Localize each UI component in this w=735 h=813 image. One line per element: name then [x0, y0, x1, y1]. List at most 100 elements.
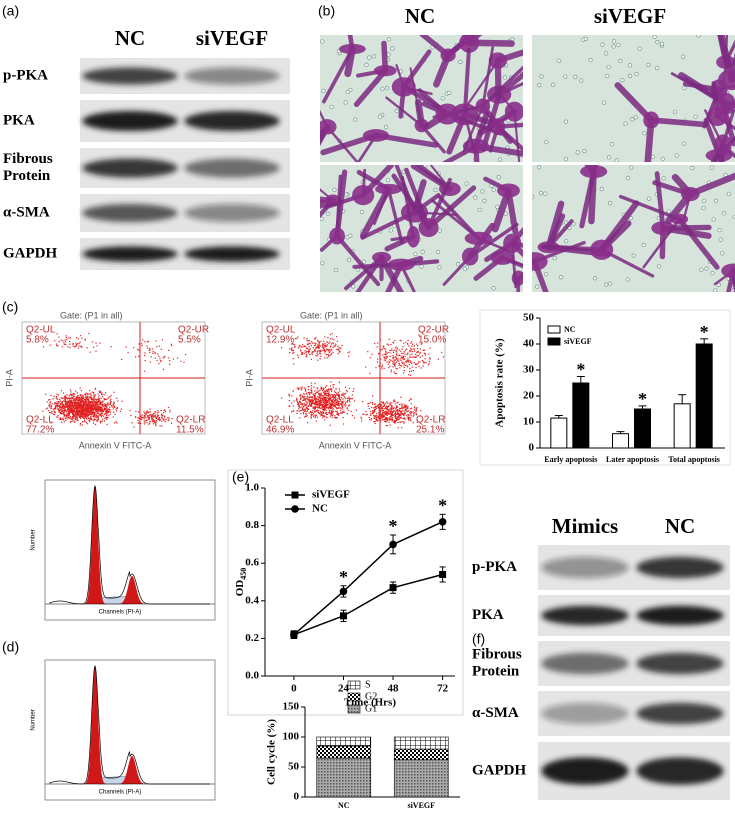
flow-event: [71, 417, 72, 418]
series-line: [294, 522, 443, 635]
flow-event: [151, 415, 152, 416]
flow-event: [73, 393, 74, 394]
flow-event: [92, 341, 93, 342]
flow-event: [382, 414, 383, 415]
flow-event: [89, 418, 90, 419]
pore: [447, 91, 451, 95]
pore: [714, 289, 718, 293]
flow-event: [345, 403, 346, 404]
pore: [551, 83, 555, 87]
cell-body: [491, 118, 506, 135]
flow-event: [394, 350, 395, 351]
flow-event: [169, 410, 170, 411]
flow-event: [81, 396, 82, 397]
flow-event: [320, 388, 321, 389]
flow-event: [304, 345, 305, 346]
flow-event: [387, 419, 388, 420]
flow-event: [319, 403, 320, 404]
flow-event: [319, 395, 320, 396]
flow-event: [385, 411, 386, 412]
flow-event: [365, 366, 366, 367]
flow-event: [404, 422, 405, 423]
flow-event: [393, 357, 394, 358]
flow-event: [402, 363, 403, 364]
flow-event: [299, 411, 300, 412]
flow-event: [323, 416, 324, 417]
flow-event: [56, 394, 57, 395]
flow-event: [147, 415, 148, 416]
flow-event: [70, 421, 71, 422]
flow-event: [334, 391, 335, 392]
flow-event: [317, 404, 318, 405]
flow-event: [321, 393, 322, 394]
pore: [653, 35, 657, 39]
flow-event: [102, 415, 103, 416]
flow-event: [77, 395, 78, 396]
flow-event: [50, 345, 51, 346]
flow-event: [319, 406, 320, 407]
flow-event: [81, 337, 82, 338]
flow-event: [323, 389, 324, 390]
flow-event: [307, 399, 308, 400]
flow-event: [330, 389, 331, 390]
flow-event: [83, 405, 84, 406]
flow-event: [326, 410, 327, 411]
flow-event: [97, 394, 98, 395]
flow-event: [404, 353, 405, 354]
pore: [414, 252, 418, 256]
flow-event: [411, 341, 412, 342]
point-marker: [340, 588, 348, 596]
flow-event: [308, 350, 309, 351]
flow-event: [67, 418, 68, 419]
flow-event: [393, 352, 394, 353]
flow-event: [79, 342, 80, 343]
flow-event: [93, 408, 94, 409]
flow-event: [387, 407, 388, 408]
flow-event: [289, 348, 290, 349]
y-tick-label: 30: [523, 364, 535, 376]
flow-event: [328, 356, 329, 357]
pore: [642, 243, 646, 247]
flow-event: [63, 405, 64, 406]
flow-event: [113, 407, 114, 408]
flow-event: [90, 406, 91, 407]
flow-event: [407, 344, 408, 345]
flow-event: [383, 403, 384, 404]
pore: [691, 166, 695, 170]
flow-event: [309, 349, 310, 350]
flow-event: [80, 400, 81, 401]
flow-event: [63, 392, 64, 393]
blot-row-label: PKA: [472, 607, 504, 623]
flow-event: [408, 419, 409, 420]
flow-event: [155, 424, 156, 425]
flow-event: [395, 373, 396, 374]
flow-event: [104, 409, 105, 410]
flow-event: [334, 415, 335, 416]
flow-event: [402, 418, 403, 419]
flow-event: [301, 353, 302, 354]
y-tick-label: 50: [288, 761, 300, 773]
flow-event: [333, 347, 334, 348]
flow-event: [335, 402, 336, 403]
flow-event: [401, 411, 402, 412]
flow-event: [326, 395, 327, 396]
flow-event: [64, 344, 65, 345]
flow-event: [106, 406, 107, 407]
pore: [573, 75, 577, 79]
flow-event: [330, 354, 331, 355]
flow-event: [406, 349, 407, 350]
flow-event: [145, 417, 146, 418]
flow-event: [73, 401, 74, 402]
flow-event: [318, 347, 319, 348]
flow-event: [147, 412, 148, 413]
flow-event: [91, 413, 92, 414]
quadrant-percent: 15.0%: [418, 335, 446, 346]
flow-event: [165, 421, 166, 422]
flow-event: [397, 409, 398, 410]
flow-event: [327, 414, 328, 415]
flow-event: [76, 345, 77, 346]
flow-event: [96, 345, 97, 346]
flow-event: [332, 413, 333, 414]
blot-band: [184, 246, 279, 261]
flow-event: [330, 406, 331, 407]
